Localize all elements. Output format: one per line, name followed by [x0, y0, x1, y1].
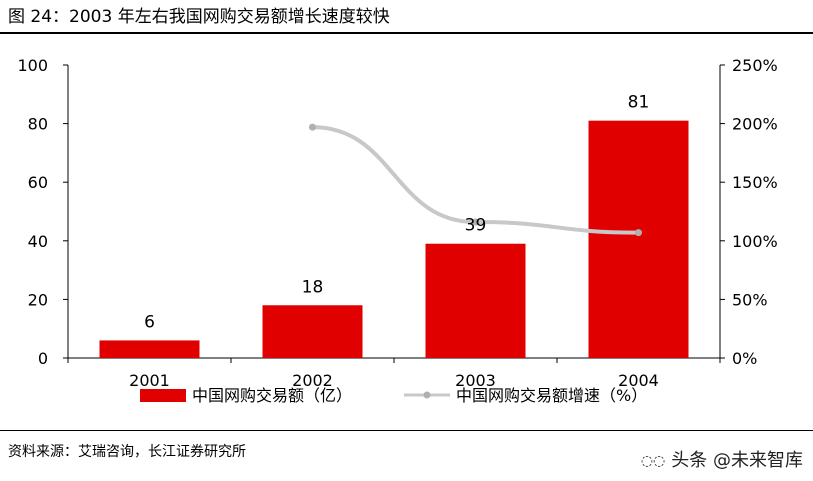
right-tick-label: 100%: [732, 232, 778, 251]
wechat-icon: ◌◌: [640, 453, 666, 469]
right-tick-label: 0%: [732, 349, 757, 368]
chart-svg: 0 20 40 60 80 100 0% 50% 100% 150% 200% 250% 2001 200…: [17, 56, 777, 405]
legend-bar-swatch: [140, 389, 186, 402]
watermark: ◌◌ 头条 @未来智库: [641, 446, 803, 472]
source-note: 资料来源：艾瑞咨询，长江证券研究所: [8, 444, 246, 460]
chart-legend: 中国网购交易额（亿） 中国网购交易额增速（%）: [140, 386, 647, 405]
bar: [262, 305, 363, 358]
source-divider: [0, 430, 813, 431]
growth-line: [310, 125, 641, 235]
growth-point: [472, 218, 479, 226]
x-tick-label: 2003: [455, 371, 496, 390]
bar-series: [99, 120, 689, 358]
bar: [588, 120, 689, 358]
bar-data-label: 39: [465, 216, 487, 236]
right-tick-label: 50%: [732, 290, 768, 309]
line-series: [309, 123, 642, 237]
title-divider: [0, 32, 813, 34]
legend-bar-label: 中国网购交易额（亿）: [192, 386, 352, 405]
left-tick-label: 40: [28, 232, 48, 251]
chart-title: 图 24：2003 年左右我国网购交易额增长速度较快: [8, 7, 390, 27]
bar-data-label: 18: [302, 277, 324, 297]
right-tick-label: 250%: [732, 56, 778, 75]
bar: [99, 340, 200, 358]
watermark-text: 头条 @未来智库: [671, 450, 803, 471]
legend-line-label: 中国网购交易额增速（%）: [456, 386, 647, 405]
x-tick-label: 2002: [292, 371, 333, 390]
right-tick-label: 200%: [732, 115, 778, 134]
right-tick-label: 150%: [732, 173, 778, 192]
chart-axes: 0 20 40 60 80 100 0% 50% 100% 150% 200% 250% 2001 200…: [17, 56, 777, 390]
left-tick-label: 100: [17, 56, 48, 75]
bar-data-label: 6: [144, 312, 155, 332]
data-labels: 6 18 39 81: [144, 93, 649, 333]
growth-point: [309, 123, 316, 131]
left-tick-label: 80: [28, 115, 48, 134]
left-tick-label: 0: [38, 349, 48, 368]
bar: [425, 243, 526, 358]
left-tick-label: 60: [28, 173, 48, 192]
x-tick-label: 2004: [618, 371, 659, 390]
x-tick-label: 2001: [129, 371, 170, 390]
legend-line-marker: [423, 391, 431, 399]
bar-data-label: 81: [628, 93, 650, 113]
growth-point: [635, 229, 642, 237]
left-tick-label: 20: [28, 290, 48, 309]
